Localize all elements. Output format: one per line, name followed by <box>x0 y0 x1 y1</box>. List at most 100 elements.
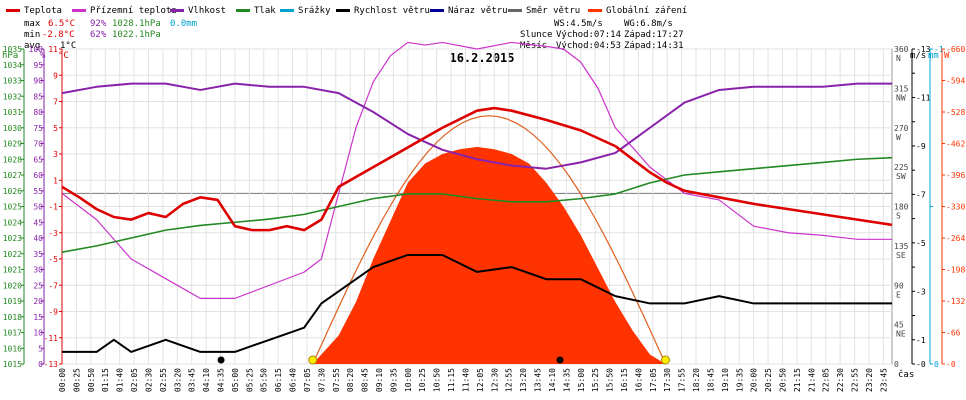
dir-axis-tick-label: 270 <box>894 124 909 133</box>
dir-axis-tick-label: 225 <box>894 163 909 172</box>
x-tick-label: 18:20 <box>692 368 701 392</box>
x-tick-label: 10:50 <box>433 368 442 392</box>
dir-axis-compass-label: S <box>896 212 901 221</box>
temp-axis-tick-label: -11 <box>44 334 59 343</box>
temp-axis-tick-label: -9 <box>48 308 58 317</box>
legend-item-vlhkost: Vlhkost <box>170 6 226 16</box>
x-tick-label: 10:00 <box>404 368 413 392</box>
axis-unit-labels: hPa % °C m/s mm W <box>2 51 950 61</box>
x-tick-label: 13:20 <box>519 368 528 392</box>
dir-axis-tick-label: 45 <box>894 321 904 330</box>
temp-axis-unit: °C <box>58 51 69 61</box>
hpa-axis-tick-label: 1024 <box>3 218 22 227</box>
wm2-axis-tick-label: -396 <box>946 171 965 180</box>
pct-axis-tick-label: 100 <box>29 45 44 54</box>
x-tick-label: 21:15 <box>793 368 802 392</box>
legend-item-globalni-zareni: Globální záření <box>588 6 687 16</box>
stats-max-rain: 0.0mm <box>170 19 197 29</box>
legend-label-prizemni-teplota: Přízemní teplota <box>90 6 177 16</box>
info-sun-set: Západ:17:27 <box>624 30 684 40</box>
info-sun-rise: Východ:07:14 <box>556 30 621 40</box>
stats-max-hum: 92% <box>90 19 107 29</box>
moon-event-marker <box>217 356 225 364</box>
stats-max-label: max <box>24 19 41 29</box>
pct-axis-tick-label: 90 <box>33 77 43 86</box>
x-tick-label: 10:25 <box>418 368 427 392</box>
x-tick-label: 13:45 <box>534 368 543 392</box>
x-tick-label: 14:10 <box>548 368 557 392</box>
x-tick-label: 15:00 <box>577 368 586 392</box>
ms-axis-tick-label: -11 <box>916 93 931 102</box>
x-tick-label: 09:10 <box>375 368 384 392</box>
ms-axis-unit: m/s <box>910 51 926 61</box>
mm-axis-unit: mm <box>928 51 939 61</box>
wm2-axis-tick-label: -66 <box>946 329 961 338</box>
hpa-axis-tick-label: 1017 <box>3 329 22 338</box>
wm2-axis-tick-label: -462 <box>946 140 965 149</box>
ms-axis-tick-label: -9 <box>916 142 926 151</box>
temp-axis-tick-label: 7 <box>53 98 58 107</box>
pct-axis-tick-label: 15 <box>33 313 43 322</box>
info-sun-label: Slunce <box>520 30 553 40</box>
x-tick-label: 23:45 <box>879 368 888 392</box>
x-tick-label: 02:05 <box>130 368 139 392</box>
temp-axis-tick-label: 9 <box>53 71 58 80</box>
pct-axis-tick-label: 80 <box>33 108 43 117</box>
pct-axis-tick-label: 45 <box>33 218 43 227</box>
x-tick-label: 19:35 <box>735 368 744 392</box>
hpa-axis-tick-label: 1035 <box>3 45 22 54</box>
x-tick-label: 15:50 <box>606 368 615 392</box>
ground-temperature-line <box>61 41 892 299</box>
hpa-axis-tick-label: 1023 <box>3 234 22 243</box>
legend-item-naraz-vetru: Náraz větru <box>430 6 508 16</box>
stats-max-temp: 6.5°C <box>48 19 75 29</box>
temp-axis-tick-label: 11 <box>48 45 58 54</box>
x-tick-label: 01:15 <box>101 368 110 392</box>
ms-axis-tick-label: -5 <box>916 239 926 248</box>
mm-axis-tick-label: 0 <box>934 360 939 369</box>
pct-axis-tick-label: 20 <box>33 297 43 306</box>
stats-min-label: min <box>24 30 40 40</box>
x-tick-label: 17:30 <box>663 368 672 392</box>
x-tick-label: 19:10 <box>721 368 730 392</box>
wm2-axis-tick-label: -528 <box>946 108 965 117</box>
dir-axis-tick-label: 90 <box>894 281 904 290</box>
pct-axis-tick-label: 25 <box>33 281 43 290</box>
x-tick-label: 07:05 <box>303 368 312 392</box>
x-tick-label: 07:55 <box>332 368 341 392</box>
stats-block: max 6.5°C 92% 1028.1hPa 0.0mm min -2.8°C… <box>24 19 197 51</box>
x-tick-label: 12:55 <box>505 368 514 392</box>
humidity-line <box>61 82 892 170</box>
clear-sky-curve <box>312 115 667 365</box>
hpa-axis-tick-label: 1025 <box>3 203 22 212</box>
legend-label-tlak: Tlak <box>254 6 276 16</box>
legend-item-tlak: Tlak <box>236 6 276 16</box>
pressure-line <box>61 156 893 253</box>
legend-swatch-naraz-vetru <box>430 9 444 12</box>
x-tick-label: 20:00 <box>750 368 759 392</box>
x-tick-label: 22:55 <box>851 368 860 392</box>
x-tick-label: 02:30 <box>144 368 153 392</box>
temp-axis-tick-label: -7 <box>48 281 58 290</box>
dir-axis-tick-label: 360 <box>894 45 909 54</box>
x-tick-label: 21:40 <box>807 368 816 392</box>
pct-axis-unit: % <box>40 51 46 61</box>
dir-axis-compass-label: E <box>896 290 901 299</box>
hpa-axis-tick-label: 1021 <box>3 266 22 275</box>
hpa-axis-unit: hPa <box>2 51 18 61</box>
pct-axis-tick-label: 85 <box>33 92 43 101</box>
ms-axis-tick-label: -13 <box>916 45 931 54</box>
wm2-axis-tick-label: -0 <box>946 360 956 369</box>
hpa-axis-tick-label: 1019 <box>3 297 22 306</box>
info-wg: WG:6.8m/s <box>624 19 673 29</box>
x-tick-label: 16:15 <box>620 368 629 392</box>
sun-event-marker <box>308 355 318 365</box>
stats-min-temp: -2.8°C <box>42 30 75 40</box>
hpa-axis-tick-label: 1028 <box>3 155 22 164</box>
x-tick-label: 12:05 <box>476 368 485 392</box>
x-tick-label: 14:35 <box>562 368 571 392</box>
x-tick-label: 11:15 <box>447 368 456 392</box>
info-moon-set: Západ:14:31 <box>624 41 684 51</box>
series-layer <box>61 41 893 365</box>
